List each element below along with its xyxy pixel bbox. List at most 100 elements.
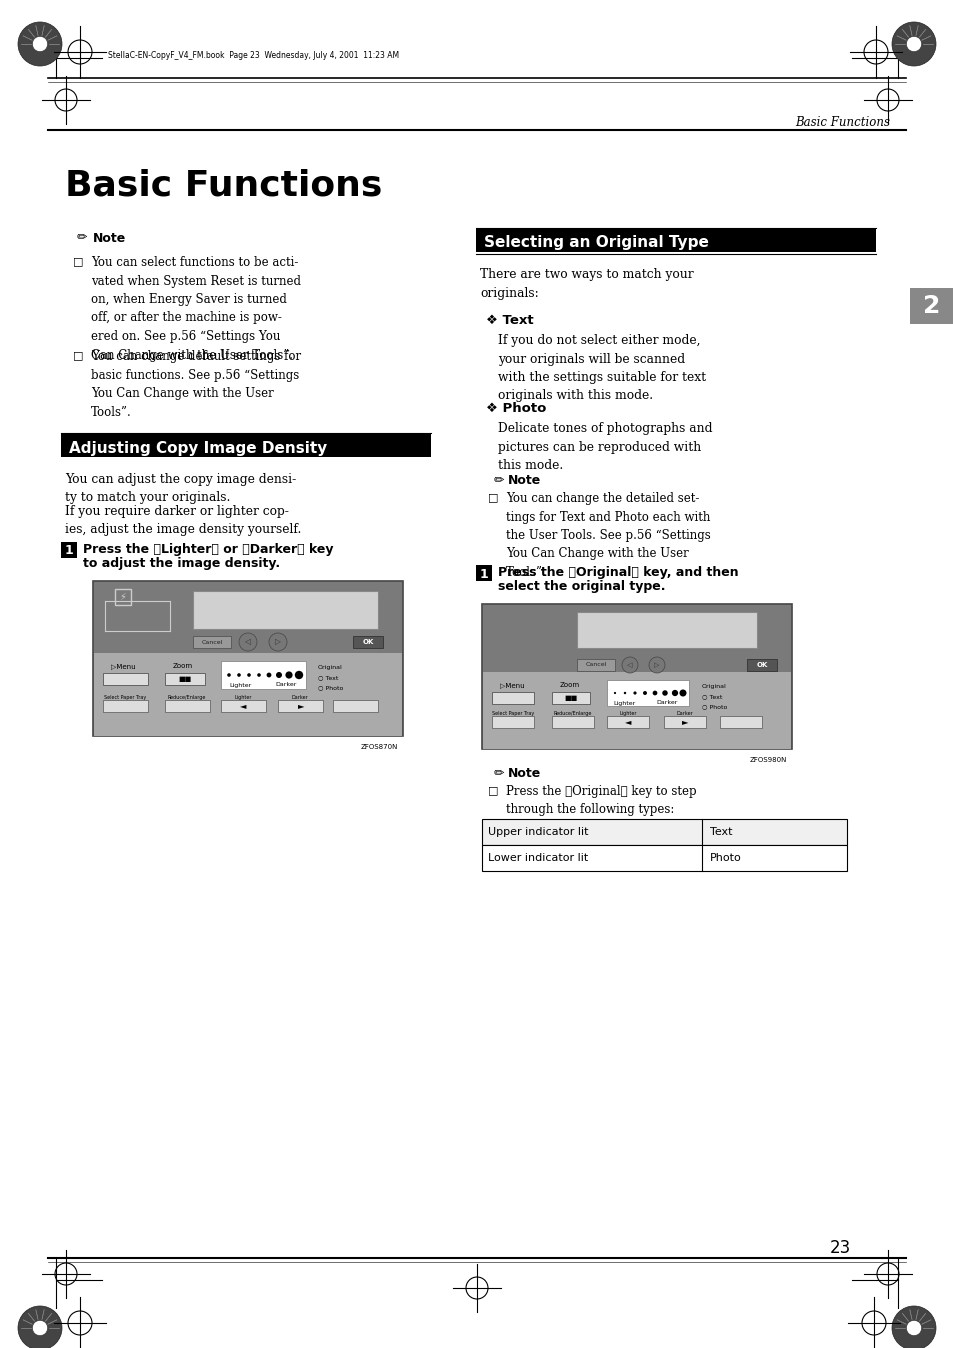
Text: ZFOS870N: ZFOS870N xyxy=(360,744,397,749)
Text: Original: Original xyxy=(317,665,342,670)
Text: ◁: ◁ xyxy=(627,662,632,669)
Bar xyxy=(61,433,431,457)
Text: □: □ xyxy=(488,492,498,501)
Circle shape xyxy=(621,656,638,673)
Bar xyxy=(606,716,648,728)
Text: ▷Menu: ▷Menu xyxy=(499,682,524,687)
Bar xyxy=(165,673,205,685)
Text: Darker: Darker xyxy=(656,701,677,705)
Circle shape xyxy=(227,673,231,677)
Bar xyxy=(746,659,776,671)
Text: Basic Functions: Basic Functions xyxy=(794,116,889,128)
Bar xyxy=(103,700,148,712)
Text: You can select functions to be acti-
vated when System Reset is turned
on, when : You can select functions to be acti- vat… xyxy=(91,256,301,361)
Bar xyxy=(492,716,534,728)
Bar xyxy=(492,692,534,704)
Bar xyxy=(663,716,705,728)
Circle shape xyxy=(32,1320,48,1336)
Text: ○ Text: ○ Text xyxy=(701,694,721,700)
Text: Lighter: Lighter xyxy=(613,701,636,705)
Text: Press the 【Original】 key, and then: Press the 【Original】 key, and then xyxy=(497,566,738,580)
Circle shape xyxy=(905,1320,921,1336)
Text: You can change default settings for
basic functions. See p.56 “Settings
You Can : You can change default settings for basi… xyxy=(91,350,301,418)
Text: There are two ways to match your
originals:: There are two ways to match your origina… xyxy=(479,268,693,299)
Bar xyxy=(165,700,210,712)
Text: If you require darker or lighter cop-
ies, adjust the image density yourself.: If you require darker or lighter cop- ie… xyxy=(65,506,301,537)
Bar xyxy=(476,565,492,581)
Text: Original: Original xyxy=(701,683,726,689)
Text: Darker: Darker xyxy=(275,682,296,687)
Circle shape xyxy=(623,692,625,694)
Bar xyxy=(221,700,266,712)
Text: to adjust the image density.: to adjust the image density. xyxy=(83,557,280,570)
Text: □: □ xyxy=(488,785,498,795)
Circle shape xyxy=(32,36,48,51)
Circle shape xyxy=(18,1306,62,1348)
Circle shape xyxy=(633,692,636,694)
Circle shape xyxy=(648,656,664,673)
Text: ○ Photo: ○ Photo xyxy=(701,704,726,709)
Text: Lower indicator lit: Lower indicator lit xyxy=(488,853,588,863)
Bar xyxy=(577,659,615,671)
Text: 1: 1 xyxy=(479,568,488,581)
Text: Lighter: Lighter xyxy=(234,696,252,700)
Bar xyxy=(92,581,402,736)
Text: ■■: ■■ xyxy=(178,675,192,682)
Text: Text: Text xyxy=(709,828,732,837)
Text: 1: 1 xyxy=(65,545,73,558)
Circle shape xyxy=(239,634,256,651)
Text: Zoom: Zoom xyxy=(559,682,579,687)
Bar xyxy=(353,636,382,648)
Text: ▷: ▷ xyxy=(654,662,659,669)
Circle shape xyxy=(237,673,240,677)
Text: You can change the detailed set-
tings for Text and Photo each with
the User Too: You can change the detailed set- tings f… xyxy=(505,492,710,580)
Bar xyxy=(94,652,401,736)
Text: If you do not select either mode,
your originals will be scanned
with the settin: If you do not select either mode, your o… xyxy=(497,334,705,403)
Text: ○ Text: ○ Text xyxy=(317,675,338,679)
Text: Note: Note xyxy=(507,767,540,780)
Text: Press the 【Original】 key to step
through the following types:: Press the 【Original】 key to step through… xyxy=(505,785,696,817)
Bar xyxy=(482,605,790,673)
Bar xyxy=(115,589,131,605)
Bar xyxy=(333,700,377,712)
Text: Cancel: Cancel xyxy=(201,639,222,644)
Bar xyxy=(552,716,594,728)
Text: ✏: ✏ xyxy=(494,474,504,487)
Bar xyxy=(221,661,306,689)
Circle shape xyxy=(671,690,678,696)
Bar xyxy=(720,716,761,728)
Bar xyxy=(103,673,148,685)
Text: You can adjust the copy image densi-
ty to match your originals.: You can adjust the copy image densi- ty … xyxy=(65,473,296,504)
Circle shape xyxy=(18,22,62,66)
Circle shape xyxy=(614,692,616,694)
Text: OK: OK xyxy=(756,662,767,669)
Text: Adjusting Copy Image Density: Adjusting Copy Image Density xyxy=(69,441,327,456)
Circle shape xyxy=(294,671,303,679)
Text: StellaC-EN-CopyF_V4_FM.book  Page 23  Wednesday, July 4, 2001  11:23 AM: StellaC-EN-CopyF_V4_FM.book Page 23 Wedn… xyxy=(108,50,398,59)
Text: Press the 【Lighter】 or 【Darker】 key: Press the 【Lighter】 or 【Darker】 key xyxy=(83,543,334,555)
Bar xyxy=(476,228,875,252)
Circle shape xyxy=(661,690,667,696)
Bar xyxy=(193,636,231,648)
Text: Cancel: Cancel xyxy=(585,662,606,667)
Circle shape xyxy=(257,673,260,677)
Circle shape xyxy=(275,673,282,678)
Text: Zoom: Zoom xyxy=(172,663,193,669)
Text: ◄: ◄ xyxy=(624,717,631,727)
Text: Reduce/Enlarge: Reduce/Enlarge xyxy=(168,696,206,700)
Text: Delicate tones of photographs and
pictures can be reproduced with
this mode.: Delicate tones of photographs and pictur… xyxy=(497,422,712,472)
Circle shape xyxy=(891,22,935,66)
Text: select the original type.: select the original type. xyxy=(497,580,665,593)
Circle shape xyxy=(269,634,287,651)
Text: Photo: Photo xyxy=(709,853,741,863)
Text: ▷Menu: ▷Menu xyxy=(111,663,135,669)
Text: Note: Note xyxy=(92,232,126,244)
Text: Lighter: Lighter xyxy=(618,710,636,716)
Text: Upper indicator lit: Upper indicator lit xyxy=(488,828,588,837)
Text: ○ Photo: ○ Photo xyxy=(317,685,343,690)
Bar xyxy=(552,692,589,704)
Bar xyxy=(909,288,953,324)
Text: □: □ xyxy=(73,256,84,266)
Bar xyxy=(606,679,688,706)
Text: Lighter: Lighter xyxy=(230,682,252,687)
